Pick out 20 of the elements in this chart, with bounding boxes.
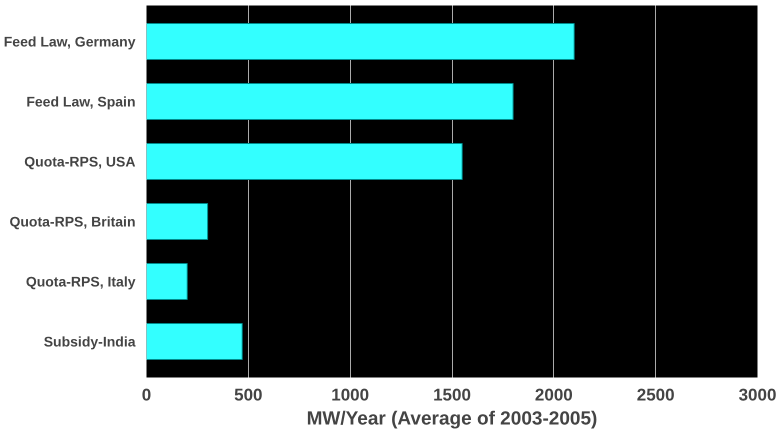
bar xyxy=(146,143,463,180)
x-tick-label: 1500 xyxy=(433,386,471,404)
x-axis-title: MW/Year (Average of 2003-2005) xyxy=(306,408,598,430)
x-tick-label: 2500 xyxy=(636,386,675,404)
y-tick-label: Subsidy-India xyxy=(44,334,136,350)
bar xyxy=(146,203,208,240)
x-tick-label: 500 xyxy=(234,386,263,404)
y-tick-label: Feed Law, Spain xyxy=(26,94,136,110)
y-tick-label: Feed Law, Germany xyxy=(4,34,136,50)
y-tick-label: Quota-RPS, USA xyxy=(24,154,136,170)
y-tick-label: Quota-RPS, Britain xyxy=(9,214,136,230)
x-tick-label: 0 xyxy=(142,386,152,404)
y-tick-label: Quota-RPS, Italy xyxy=(26,274,136,290)
x-tick-label: 2000 xyxy=(534,386,573,404)
bar xyxy=(146,263,188,300)
x-tick-label: 1000 xyxy=(331,386,370,404)
bar xyxy=(146,83,514,120)
bar xyxy=(146,323,243,360)
bar xyxy=(146,23,575,60)
x-tick-label: 3000 xyxy=(738,386,776,404)
